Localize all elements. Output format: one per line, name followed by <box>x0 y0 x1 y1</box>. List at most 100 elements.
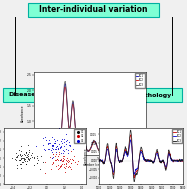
Point <box>13 158 16 161</box>
Point <box>54 141 57 144</box>
X-axis label: Wavenumber (cm⁻¹): Wavenumber (cm⁻¹) <box>74 163 105 167</box>
Text: Diagnostic biomarker: Diagnostic biomarker <box>46 115 138 125</box>
Point <box>52 145 55 148</box>
Point <box>53 137 56 140</box>
Point <box>61 152 64 155</box>
Point <box>64 162 67 165</box>
Point <box>57 159 60 162</box>
Point <box>21 157 24 160</box>
Point <box>49 155 52 158</box>
Point <box>14 151 17 154</box>
Point <box>52 156 55 159</box>
Point <box>64 167 67 170</box>
Point <box>65 140 68 143</box>
Point <box>42 160 45 163</box>
Point <box>59 164 62 167</box>
Point <box>55 153 58 156</box>
Point <box>41 143 44 146</box>
Point <box>63 149 66 152</box>
Point <box>55 157 58 160</box>
Point <box>46 143 49 146</box>
Point <box>50 144 53 147</box>
Point <box>42 148 45 151</box>
Point <box>62 149 65 152</box>
Point <box>31 155 34 158</box>
Point <box>59 144 62 147</box>
Point <box>60 139 63 142</box>
Point <box>59 152 62 155</box>
Point <box>59 145 62 148</box>
Point <box>46 142 49 145</box>
Point <box>61 137 64 140</box>
FancyBboxPatch shape <box>28 3 159 17</box>
Point <box>36 156 39 160</box>
Point <box>59 163 62 166</box>
Point <box>35 161 38 164</box>
Point <box>56 139 59 142</box>
Point <box>56 167 59 170</box>
Point <box>63 145 66 148</box>
Point <box>51 162 54 165</box>
Point <box>18 158 21 161</box>
Point <box>47 148 50 151</box>
Point <box>33 163 36 167</box>
Point <box>64 159 67 162</box>
Point <box>61 158 64 161</box>
Point <box>66 165 69 168</box>
Point <box>70 157 73 160</box>
Point <box>19 159 22 162</box>
Point <box>50 150 53 153</box>
Point <box>15 156 18 159</box>
Point <box>57 147 60 150</box>
Point <box>51 156 54 159</box>
Point <box>58 159 61 162</box>
Point <box>56 147 59 150</box>
Point <box>65 143 68 146</box>
Y-axis label: Absorbance: Absorbance <box>21 105 25 122</box>
Point <box>14 156 17 159</box>
Point <box>22 152 25 155</box>
Point <box>69 162 72 165</box>
Point <box>10 157 13 160</box>
Point <box>14 158 17 161</box>
Point <box>18 154 21 157</box>
Point <box>49 149 52 152</box>
Point <box>57 154 60 157</box>
Point <box>72 159 75 162</box>
Point <box>19 166 22 169</box>
Point <box>50 144 53 147</box>
Point <box>23 160 26 163</box>
Text: Inter-individual variation: Inter-individual variation <box>39 5 148 15</box>
Point <box>62 158 65 161</box>
Point <box>52 153 55 156</box>
Point <box>51 146 54 149</box>
Point <box>62 165 65 168</box>
Point <box>57 127 60 130</box>
Point <box>60 164 63 167</box>
Point <box>26 156 29 159</box>
Y-axis label: Absorbance: Absorbance <box>84 147 88 165</box>
Point <box>42 136 45 139</box>
Point <box>44 136 47 139</box>
Point <box>19 155 22 158</box>
Point <box>58 146 61 149</box>
Point <box>16 167 19 170</box>
Point <box>53 141 56 144</box>
Point <box>53 158 56 161</box>
Point <box>61 154 64 157</box>
Point <box>25 156 28 159</box>
Point <box>23 157 26 160</box>
Point <box>60 160 63 163</box>
Point <box>68 158 71 161</box>
Point <box>56 147 59 150</box>
Point <box>44 139 47 142</box>
Point <box>72 147 75 150</box>
Point <box>39 168 42 171</box>
Point <box>27 152 30 155</box>
Point <box>27 157 30 160</box>
Point <box>59 146 62 149</box>
Point <box>23 158 26 161</box>
Point <box>69 150 72 153</box>
Point <box>47 142 50 145</box>
Point <box>23 157 26 160</box>
